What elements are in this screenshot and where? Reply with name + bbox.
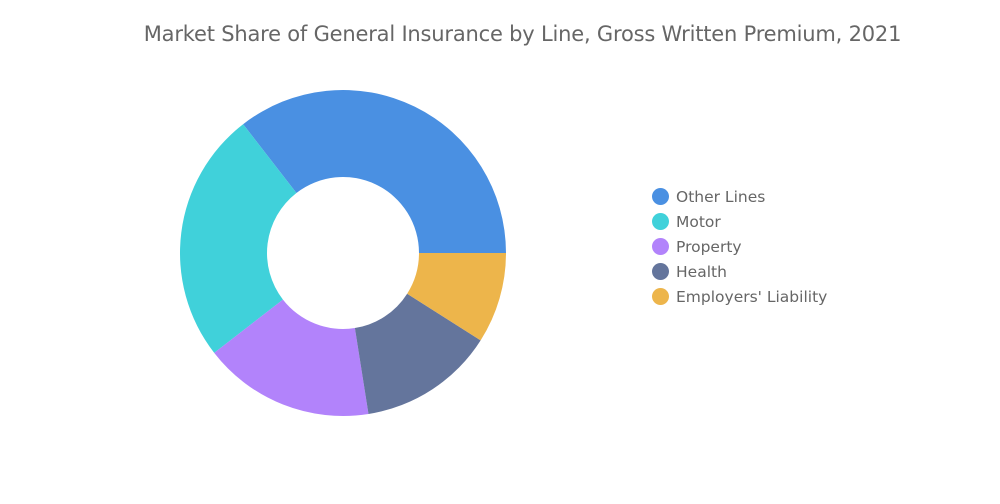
legend-swatch-other-lines xyxy=(652,188,669,205)
legend-item-property: Property xyxy=(652,234,827,259)
donut-slice-employers-liability xyxy=(407,253,507,341)
donut-slice-health xyxy=(354,293,481,414)
donut-slice-motor xyxy=(179,124,297,353)
chart-title: Market Share of General Insurance by Lin… xyxy=(143,22,902,46)
legend-swatch-property xyxy=(652,238,669,255)
legend-item-health: Health xyxy=(652,259,827,284)
donut-slice-property xyxy=(214,299,369,416)
legend-item-motor: Motor xyxy=(652,209,827,234)
chart-legend: Other Lines Motor Property Health Employ… xyxy=(652,184,827,309)
legend-label-property: Property xyxy=(676,237,742,256)
donut-slice-other-lines xyxy=(243,89,506,254)
legend-swatch-motor xyxy=(652,213,669,230)
legend-label-other-lines: Other Lines xyxy=(676,187,766,206)
legend-label-employers-liability: Employers' Liability xyxy=(676,287,828,306)
legend-swatch-employers-liability xyxy=(652,288,669,305)
legend-item-other-lines: Other Lines xyxy=(652,184,827,209)
legend-label-motor: Motor xyxy=(676,212,721,231)
legend-swatch-health xyxy=(652,263,669,280)
legend-label-health: Health xyxy=(676,262,727,281)
legend-item-employers-liability: Employers' Liability xyxy=(652,284,827,309)
